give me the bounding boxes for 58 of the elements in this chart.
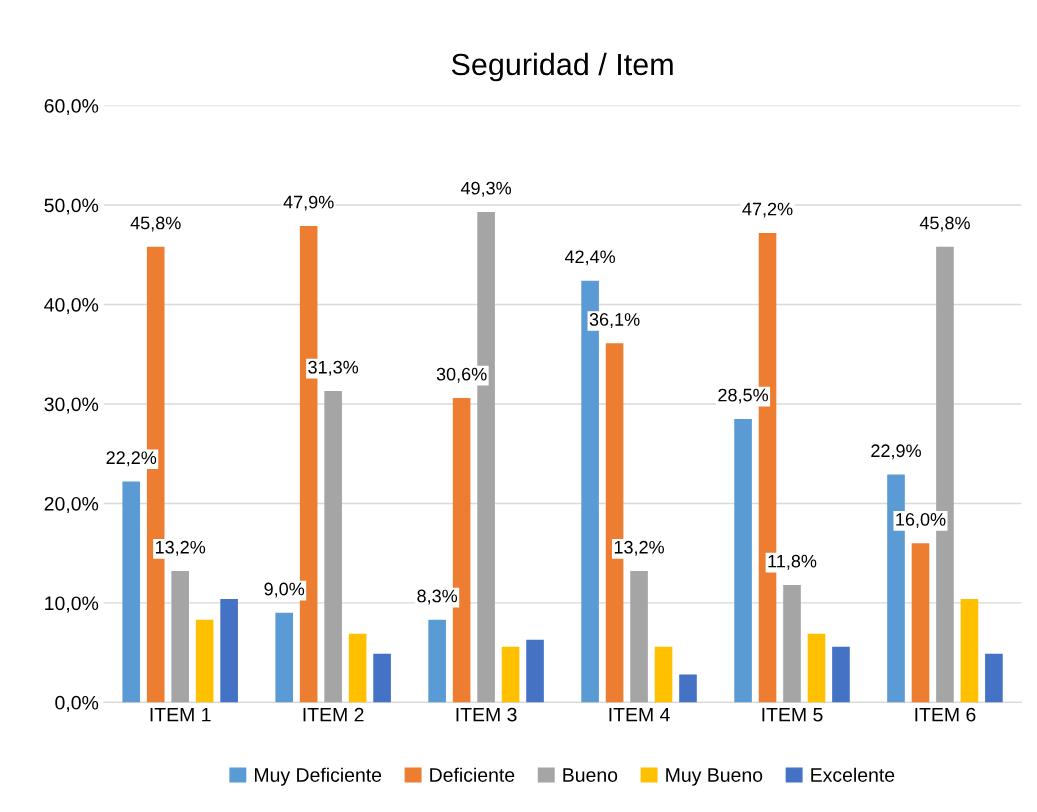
legend-label: Muy Deficiente — [254, 767, 382, 786]
data-label: 8,3% — [417, 589, 458, 605]
bar — [171, 571, 189, 703]
bar — [630, 571, 648, 703]
data-label: 49,3% — [460, 181, 512, 197]
data-label: 9,0% — [264, 582, 305, 598]
data-label: 13,2% — [614, 540, 665, 556]
data-label: 47,2% — [742, 202, 793, 218]
bar — [275, 612, 293, 703]
y-tick-label: 50,0% — [44, 198, 99, 215]
bar — [960, 598, 979, 703]
data-label: 45,8% — [130, 216, 181, 232]
bar — [220, 598, 238, 703]
x-tick-label: ITEM 1 — [150, 707, 211, 722]
data-label: 22,2% — [106, 451, 157, 467]
bar — [783, 585, 801, 703]
legend-label: Muy Bueno — [666, 768, 763, 786]
data-label: 22,9% — [871, 444, 921, 460]
y-tick-label: 30,0% — [44, 397, 99, 414]
x-tick-label: ITEM 6 — [915, 707, 976, 722]
x-tick-label: ITEM 5 — [762, 707, 823, 722]
bar — [195, 619, 214, 703]
y-tick-label: 60,0% — [44, 99, 99, 116]
data-label: 11,8% — [768, 554, 817, 570]
data-label: 16,0% — [896, 512, 946, 528]
y-tick-label: 0,0% — [55, 695, 99, 712]
bar — [348, 633, 367, 703]
x-tick-label: ITEM 2 — [303, 707, 364, 722]
bar — [734, 418, 752, 703]
bar — [679, 674, 697, 703]
data-label: 30,6% — [436, 367, 487, 383]
data-label: 13,2% — [155, 540, 206, 556]
chart-title: Seguridad / Item — [451, 52, 673, 82]
data-label: 28,5% — [718, 388, 769, 404]
data-label: 42,4% — [564, 250, 616, 266]
y-tick-label: 40,0% — [44, 297, 99, 315]
bar — [501, 646, 520, 703]
bar — [428, 619, 446, 703]
bar — [526, 639, 544, 703]
bar — [911, 543, 930, 703]
bar — [373, 653, 391, 703]
y-tick-label: 20,0% — [44, 496, 99, 513]
x-tick-label: ITEM 3 — [456, 707, 517, 722]
bar — [832, 646, 850, 703]
bar — [324, 391, 342, 703]
legend-label: Excelente — [811, 767, 895, 782]
bar — [122, 481, 141, 703]
data-label: 47,9% — [283, 195, 334, 211]
data-label: 31,3% — [308, 360, 359, 376]
y-tick-label: 10,0% — [45, 596, 99, 613]
data-label: 36,1% — [589, 313, 640, 328]
bar — [654, 646, 673, 703]
bar — [985, 653, 1003, 703]
data-label: 45,8% — [919, 216, 970, 232]
legend-label: Bueno — [563, 768, 618, 782]
legend-label: Deficiente — [430, 767, 515, 782]
bar — [807, 633, 826, 703]
x-tick-label: ITEM 4 — [609, 707, 670, 722]
